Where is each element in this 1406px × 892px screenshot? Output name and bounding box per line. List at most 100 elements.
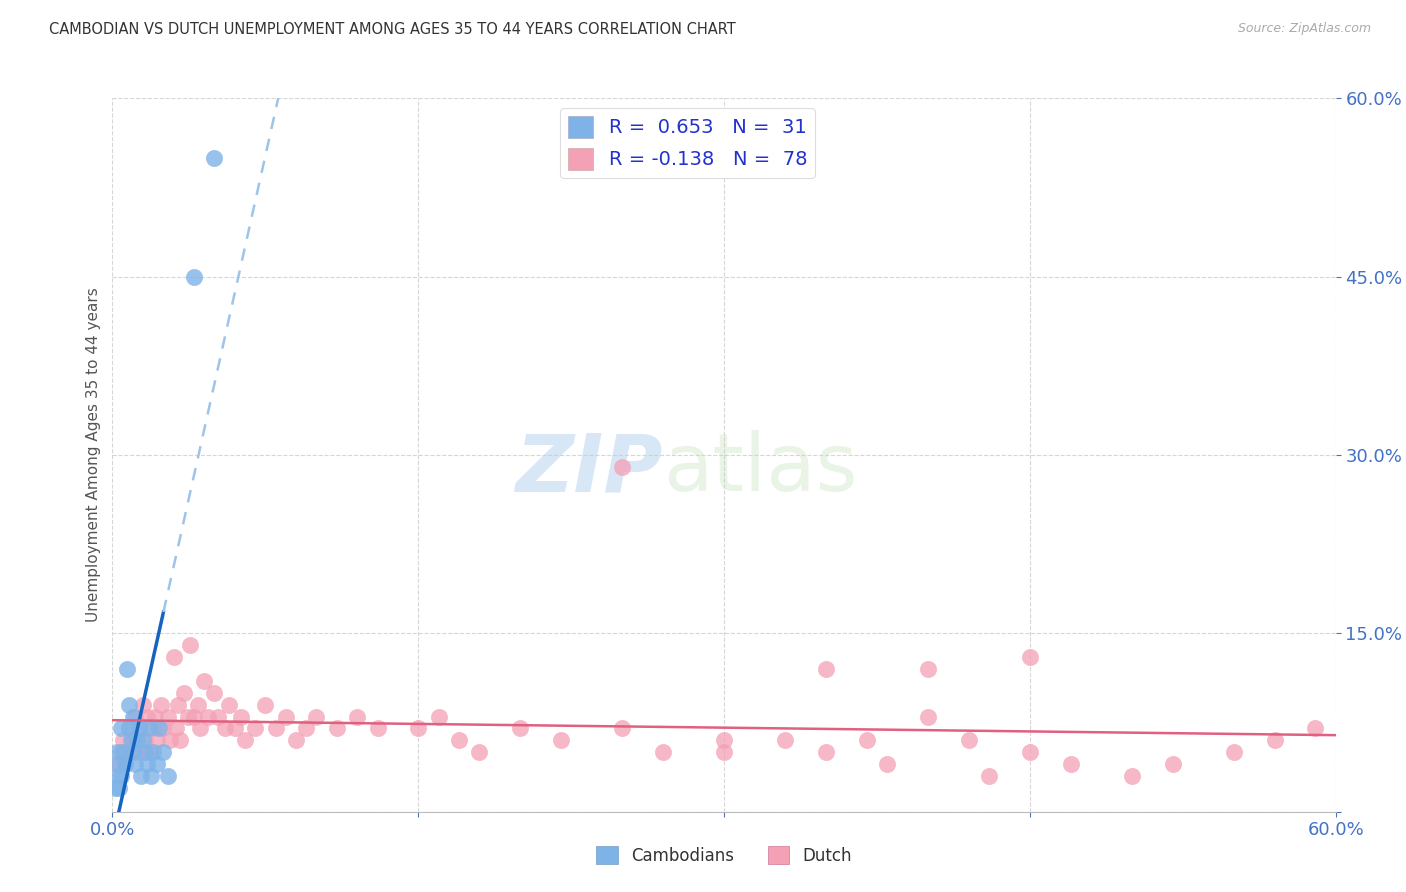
Point [1018, 745, 1040, 759]
Point [122, 733, 145, 747]
Point [917, 662, 939, 676]
Point [254, 698, 277, 712]
Point [120, 745, 142, 759]
Point [165, 722, 187, 736]
Point [124, 709, 146, 723]
Point [105, 757, 128, 772]
Point [129, 769, 152, 783]
Point [134, 733, 156, 747]
Point [118, 722, 141, 736]
Point [1305, 722, 1327, 736]
Point [105, 769, 128, 783]
Point [152, 745, 174, 759]
Point [207, 709, 229, 723]
Point [305, 709, 328, 723]
Point [233, 733, 256, 747]
Point [118, 698, 141, 712]
Point [138, 722, 160, 736]
Point [652, 745, 675, 759]
Point [187, 698, 209, 712]
Point [855, 733, 877, 747]
Point [183, 269, 205, 284]
Point [610, 459, 633, 474]
Point [111, 745, 134, 759]
Point [173, 686, 195, 700]
Point [295, 722, 318, 736]
Point [128, 722, 150, 736]
Legend: Cambodians, Dutch: Cambodians, Dutch [589, 839, 859, 871]
Point [110, 769, 132, 783]
Point [110, 745, 132, 759]
Point [115, 662, 138, 676]
Point [156, 709, 179, 723]
Point [150, 698, 173, 712]
Point [142, 745, 165, 759]
Point [815, 662, 838, 676]
Point [917, 709, 939, 723]
Point [114, 757, 136, 772]
Point [218, 698, 240, 712]
Point [713, 745, 735, 759]
Point [775, 733, 797, 747]
Point [118, 722, 141, 736]
Point [957, 733, 980, 747]
Point [103, 780, 125, 795]
Point [229, 709, 252, 723]
Point [156, 769, 179, 783]
Point [979, 769, 1001, 783]
Point [468, 745, 491, 759]
Point [124, 757, 146, 772]
Point [159, 733, 181, 747]
Point [132, 733, 155, 747]
Text: Source: ZipAtlas.com: Source: ZipAtlas.com [1237, 22, 1371, 36]
Point [169, 733, 191, 747]
Point [138, 745, 160, 759]
Point [110, 722, 132, 736]
Point [148, 722, 170, 736]
Point [105, 745, 128, 759]
Point [610, 722, 633, 736]
Point [166, 698, 188, 712]
Point [550, 733, 572, 747]
Point [152, 722, 174, 736]
Point [128, 722, 150, 736]
Point [264, 722, 287, 736]
Point [107, 780, 129, 795]
Point [1060, 757, 1083, 772]
Point [132, 698, 155, 712]
Point [509, 722, 531, 736]
Point [427, 709, 450, 723]
Point [876, 757, 898, 772]
Point [107, 757, 129, 772]
Point [136, 757, 159, 772]
Point [188, 722, 211, 736]
Point [136, 709, 159, 723]
Point [177, 709, 200, 723]
Point [366, 722, 388, 736]
Point [183, 709, 205, 723]
Point [1018, 650, 1040, 665]
Point [146, 733, 169, 747]
Point [346, 709, 368, 723]
Point [114, 757, 136, 772]
Point [1161, 757, 1184, 772]
Point [1223, 745, 1246, 759]
Point [245, 722, 267, 736]
Point [204, 151, 226, 165]
Point [111, 733, 134, 747]
Point [179, 638, 201, 652]
Text: CAMBODIAN VS DUTCH UNEMPLOYMENT AMONG AGES 35 TO 44 YEARS CORRELATION CHART: CAMBODIAN VS DUTCH UNEMPLOYMENT AMONG AG… [49, 22, 735, 37]
Text: atlas: atlas [664, 430, 858, 508]
Point [122, 709, 145, 723]
Point [408, 722, 430, 736]
Point [274, 709, 297, 723]
Text: ZIP: ZIP [516, 430, 664, 508]
Point [224, 722, 246, 736]
Point [193, 673, 215, 688]
Point [134, 745, 156, 759]
Y-axis label: Unemployment Among Ages 35 to 44 years: Unemployment Among Ages 35 to 44 years [86, 287, 101, 623]
Point [143, 709, 166, 723]
Point [447, 733, 470, 747]
Point [326, 722, 349, 736]
Point [163, 650, 186, 665]
